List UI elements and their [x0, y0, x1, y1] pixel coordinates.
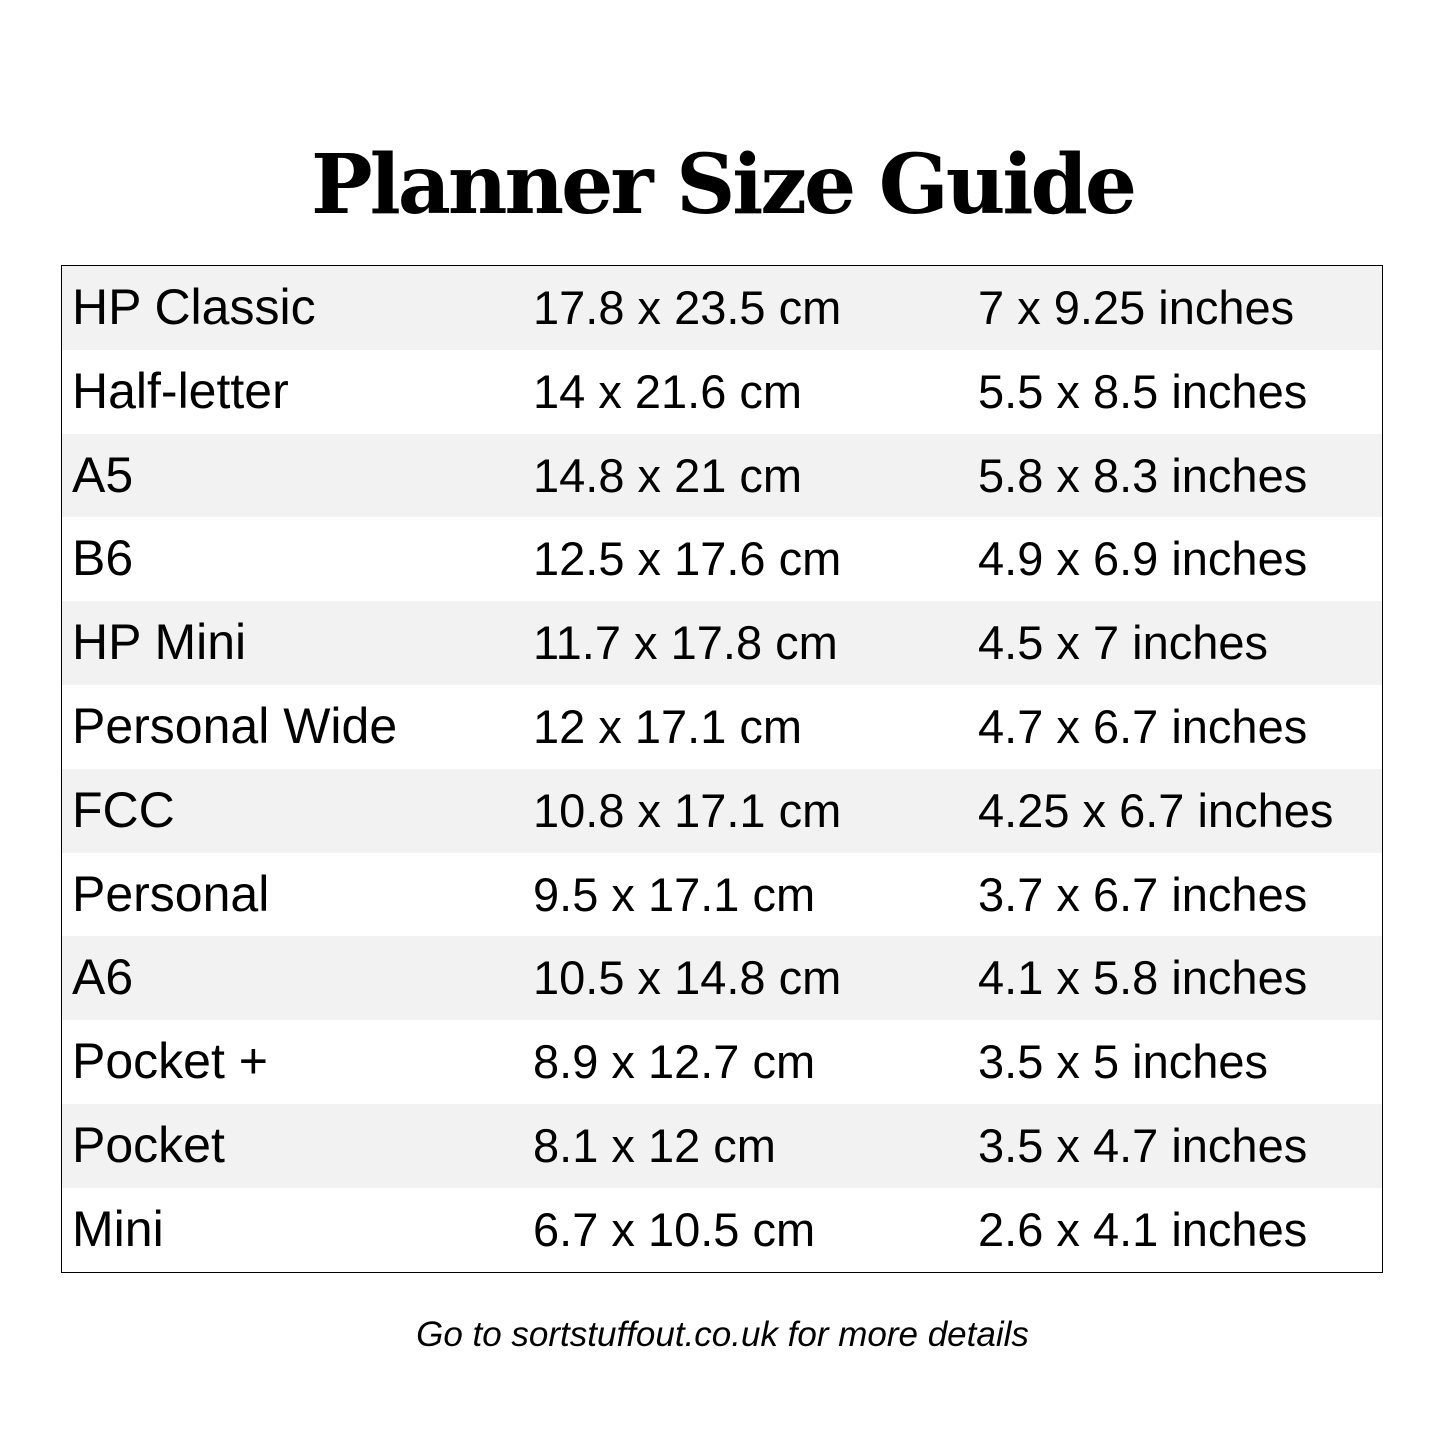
size-name: Pocket	[72, 1116, 225, 1173]
table-row: Personal Wide 12 x 17.1 cm 4.7 x 6.7 inche…	[62, 684, 1382, 769]
table-row: Mini 6.7 x 10.5 cm 2.6 x 4.1 inches	[62, 1187, 1382, 1272]
table-row: HP Classic 17.8 x 23.5 cm 7 x 9.25 inches	[62, 266, 1382, 350]
table-row: Half-letter 14 x 21.6 cm 5.5 x 8.5 inches	[62, 349, 1382, 434]
size-cm: 12 x 17.1 cm	[533, 699, 803, 753]
size-name: HP Mini	[72, 614, 247, 671]
table-row: A6 10.5 x 14.8 cm 4.1 x 5.8 inches	[62, 936, 1382, 1021]
size-inches: 5.5 x 8.5 inches	[978, 364, 1308, 418]
size-inches: 3.5 x 4.7 inches	[978, 1118, 1308, 1172]
size-cm: 10.8 x 17.1 cm	[533, 783, 842, 837]
size-cm: 8.1 x 12 cm	[533, 1118, 776, 1172]
table-row: B6 12.5 x 17.6 cm 4.9 x 6.9 inches	[62, 517, 1382, 602]
size-name: FCC	[72, 781, 175, 838]
table-row: FCC 10.8 x 17.1 cm 4.25 x 6.7 inches	[62, 768, 1382, 853]
size-name: HP Classic	[72, 279, 316, 335]
size-inches: 7 x 9.25 inches	[978, 281, 1295, 334]
size-name: B6	[72, 530, 134, 587]
size-cm: 12.5 x 17.6 cm	[533, 532, 842, 586]
page-title: Planner Size Guide	[310, 137, 1137, 233]
size-name: Pocket +	[72, 1033, 268, 1090]
size-name: Personal	[72, 865, 270, 922]
table-row: Pocket + 8.9 x 12.7 cm 3.5 x 5 inches	[62, 1020, 1382, 1104]
table-row: HP Mini 11.7 x 17.8 cm 4.5 x 7 inches	[62, 601, 1382, 685]
size-cm: 11.7 x 17.8 cm	[533, 616, 838, 670]
size-inches: 3.5 x 5 inches	[978, 1035, 1269, 1089]
size-inches: 4.1 x 5.8 inches	[978, 951, 1308, 1005]
size-inches: 4.5 x 7 inches	[978, 616, 1269, 670]
size-inches: 4.7 x 6.7 inches	[978, 699, 1308, 753]
size-name: Mini	[72, 1200, 164, 1257]
size-cm: 14 x 21.6 cm	[533, 364, 803, 418]
size-inches: 2.6 x 4.1 inches	[978, 1202, 1308, 1256]
table-row: Pocket 8.1 x 12 cm 3.5 x 4.7 inches	[62, 1103, 1382, 1188]
size-inches: 4.25 x 6.7 inches	[978, 783, 1334, 837]
size-name: A6	[72, 949, 134, 1006]
footer-note: Go to sortstuffout.co.uk for more detail…	[416, 1315, 1029, 1354]
size-table: HP Classic 17.8 x 23.5 cm 7 x 9.25 inches H…	[61, 265, 1383, 1273]
size-inches: 3.7 x 6.7 inches	[978, 867, 1308, 921]
size-name: Half-letter	[72, 362, 289, 419]
table-row: A5 14.8 x 21 cm 5.8 x 8.3 inches	[62, 433, 1382, 518]
size-cm: 10.5 x 14.8 cm	[533, 951, 842, 1005]
size-cm: 17.8 x 23.5 cm	[533, 281, 842, 334]
size-cm: 9.5 x 17.1 cm	[533, 867, 816, 921]
size-inches: 4.9 x 6.9 inches	[978, 532, 1308, 586]
size-name: A5	[72, 446, 134, 503]
table-row: Personal 9.5 x 17.1 cm 3.7 x 6.7 inches	[62, 852, 1382, 937]
size-inches: 5.8 x 8.3 inches	[978, 448, 1308, 502]
size-cm: 14.8 x 21 cm	[533, 448, 803, 502]
size-name: Personal Wide	[72, 697, 398, 754]
size-cm: 8.9 x 12.7 cm	[533, 1035, 816, 1089]
size-cm: 6.7 x 10.5 cm	[533, 1202, 816, 1256]
